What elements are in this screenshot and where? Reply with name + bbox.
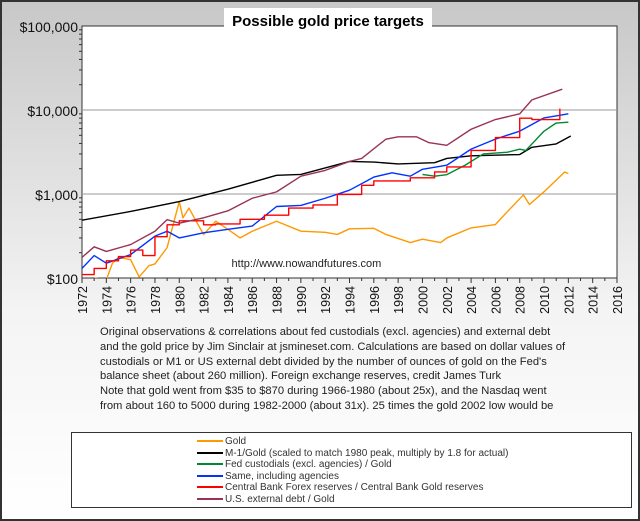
- x-tick-label: 1984: [222, 286, 236, 314]
- x-tick-label: 1980: [173, 286, 187, 314]
- series-line-0: [94, 171, 569, 278]
- legend-item: Fed custodials (excl. agencies) / Gold: [197, 459, 392, 470]
- x-tick-label: 1990: [295, 286, 309, 314]
- legend-swatch: [197, 463, 223, 466]
- legend-item: M-1/Gold (scaled to match 1980 peak, mul…: [197, 448, 508, 459]
- series-line-4: [82, 108, 561, 276]
- x-tick-label: 1996: [368, 286, 382, 314]
- note-paragraph: Note that gold went from $35 to $870 dur…: [100, 385, 554, 412]
- x-tick-label: 1986: [246, 286, 260, 314]
- watermark-url: http://www.nowandfutures.com: [232, 258, 382, 270]
- legend-label: Central Bank Forex reserves / Central Ba…: [225, 482, 484, 493]
- x-tick-label: 2006: [489, 286, 503, 314]
- legend-item: U.S. external debt / Gold: [197, 494, 335, 505]
- plot-area: [81, 25, 618, 279]
- series-line-2: [422, 121, 569, 177]
- series-line-5: [82, 88, 563, 258]
- legend-swatch: [197, 451, 223, 454]
- title-box: [224, 8, 432, 32]
- series-line-3: [82, 113, 569, 269]
- x-tick-label: 1972: [76, 286, 90, 314]
- x-tick-label: 2010: [538, 286, 552, 314]
- legend-label: U.S. external debt / Gold: [225, 493, 335, 505]
- legend-item: Central Bank Forex reserves / Central Ba…: [197, 482, 483, 493]
- x-tick-label: 2008: [514, 286, 528, 314]
- x-tick-label: 2012: [562, 286, 576, 314]
- y-tick-label: $100,000: [20, 19, 79, 35]
- x-tick-label: 1988: [271, 286, 285, 314]
- chart-title: Possible gold price targets: [232, 13, 424, 30]
- y-tick-label: $1,000: [35, 187, 78, 203]
- legend-label: M-1/Gold (scaled to match 1980 peak, mul…: [225, 447, 509, 459]
- x-tick-label: 2016: [611, 286, 625, 314]
- x-tick-label: 1978: [149, 286, 163, 314]
- legend-swatch: [197, 474, 223, 477]
- legend-label: Same, including agencies: [225, 470, 339, 482]
- legend-swatch: [197, 440, 223, 443]
- note-paragraph: Original observations & correlations abo…: [100, 326, 566, 383]
- x-tick-label: 1994: [344, 286, 358, 314]
- legend-item: Same, including agencies: [197, 471, 339, 482]
- y-tick-label: $100: [47, 271, 78, 287]
- legend-label: Fed custodials (excl. agencies) / Gold: [225, 459, 392, 470]
- series-group: [82, 88, 572, 278]
- legend-swatch: [197, 497, 223, 500]
- legend-label: Gold: [225, 436, 247, 447]
- x-tick-label: 1992: [319, 286, 333, 314]
- legend: Gold M-1/Gold (scaled to match 1980 peak,…: [71, 432, 632, 508]
- x-tick-label: 2000: [416, 286, 430, 314]
- legend-item: Gold: [197, 436, 246, 447]
- x-tick-label: 1974: [100, 286, 114, 314]
- legend-swatch: [197, 486, 223, 489]
- y-tick-label: $10,000: [27, 103, 78, 119]
- x-tick-label: 2014: [587, 286, 601, 314]
- x-tick-label: 1982: [198, 286, 212, 314]
- x-tick-label: 1998: [392, 286, 406, 314]
- x-tick-label: 1976: [125, 286, 139, 314]
- x-tick-label: 2004: [465, 286, 479, 314]
- notes-text: Original observations & correlations abo…: [100, 325, 570, 413]
- x-tick-label: 2002: [441, 286, 455, 314]
